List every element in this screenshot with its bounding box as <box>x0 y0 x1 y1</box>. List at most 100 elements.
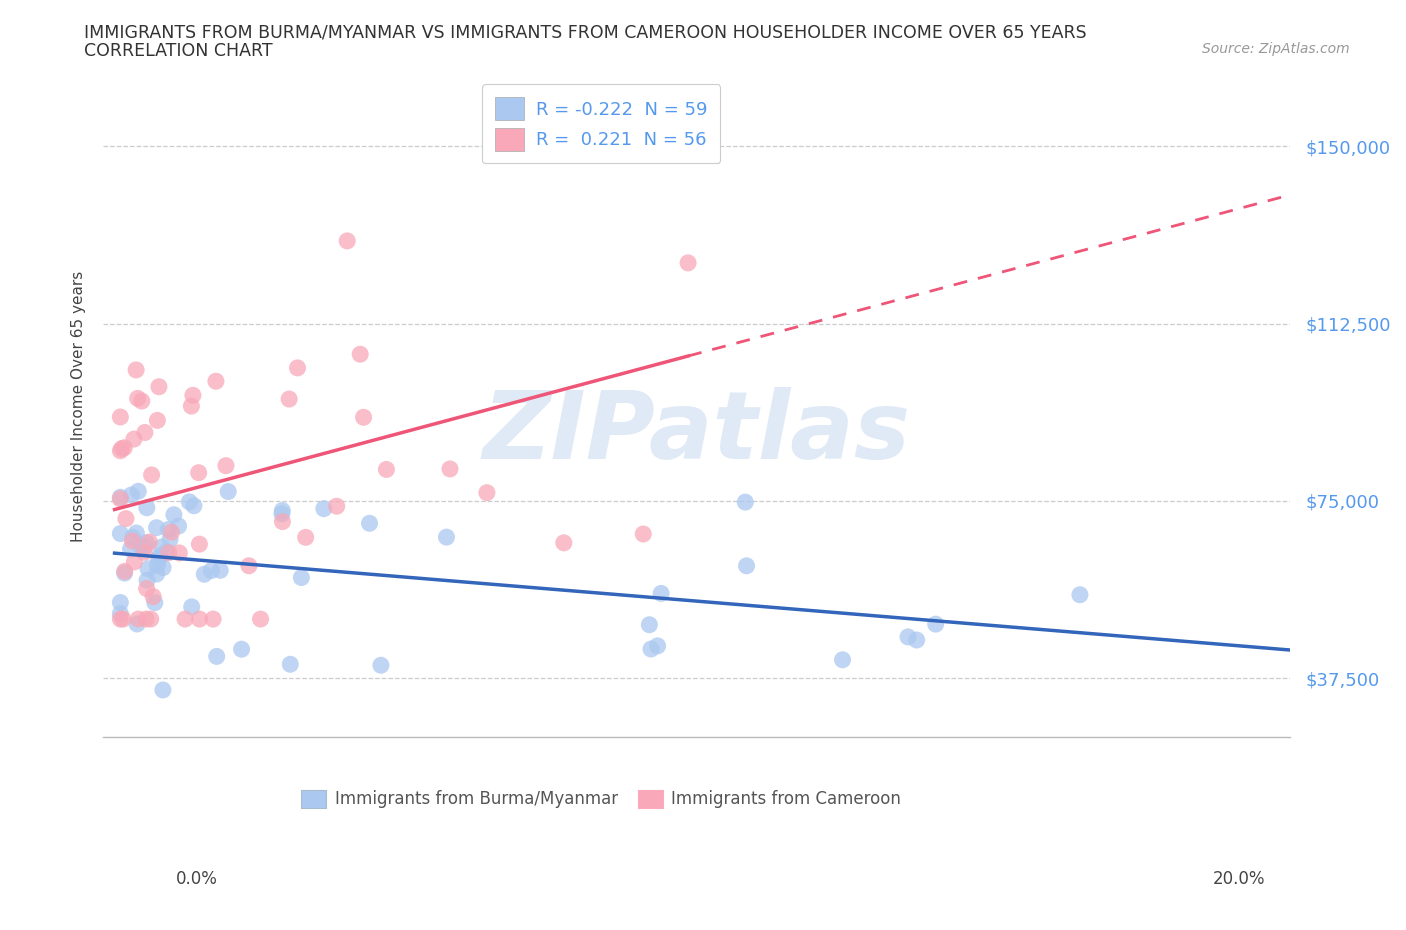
Point <box>127 612 149 627</box>
Point <box>650 586 672 601</box>
Point <box>160 525 183 539</box>
Point <box>142 590 165 604</box>
Point <box>131 393 153 408</box>
Point <box>188 537 211 551</box>
Point <box>336 233 359 248</box>
Point <box>163 507 186 522</box>
Point <box>110 444 132 458</box>
Point <box>110 490 132 505</box>
Point <box>146 413 169 428</box>
Point <box>353 410 375 425</box>
Point <box>633 526 655 541</box>
Point <box>120 487 142 502</box>
Point <box>148 379 170 394</box>
Point <box>676 256 699 271</box>
Point <box>138 535 160 550</box>
Point <box>294 530 316 545</box>
Text: ZIPatlas: ZIPatlas <box>482 387 910 479</box>
Point <box>217 485 239 499</box>
Point <box>188 612 211 627</box>
Point <box>134 539 156 554</box>
Point <box>202 612 225 627</box>
Point <box>734 495 756 510</box>
Point <box>290 570 312 585</box>
Point <box>183 498 205 513</box>
Point <box>640 642 662 657</box>
Text: 20.0%: 20.0% <box>1213 870 1265 887</box>
Point <box>349 347 371 362</box>
Point <box>271 503 294 518</box>
Point <box>127 484 149 498</box>
Point <box>359 516 381 531</box>
Legend: Immigrants from Burma/Myanmar, Immigrants from Cameroon: Immigrants from Burma/Myanmar, Immigrant… <box>295 783 908 815</box>
Point <box>370 658 392 672</box>
Point <box>180 600 202 615</box>
Point <box>110 491 132 506</box>
Point <box>135 581 157 596</box>
Text: CORRELATION CHART: CORRELATION CHART <box>84 42 273 60</box>
Point <box>231 642 253 657</box>
Point <box>278 657 301 671</box>
Point <box>111 612 134 627</box>
Point <box>124 554 146 569</box>
Point <box>157 545 180 560</box>
Point <box>205 649 228 664</box>
Point <box>135 536 157 551</box>
Point <box>1069 588 1091 603</box>
Point <box>139 612 162 627</box>
Text: Source: ZipAtlas.com: Source: ZipAtlas.com <box>1202 42 1350 56</box>
Point <box>110 409 132 424</box>
Point <box>174 612 197 627</box>
Point <box>110 612 132 627</box>
Text: IMMIGRANTS FROM BURMA/MYANMAR VS IMMIGRANTS FROM CAMEROON HOUSEHOLDER INCOME OVE: IMMIGRANTS FROM BURMA/MYANMAR VS IMMIGRA… <box>84 23 1087 41</box>
Point <box>129 540 152 555</box>
Point <box>375 462 398 477</box>
Point <box>215 458 238 473</box>
Point <box>135 612 157 627</box>
Point <box>125 363 148 378</box>
Point <box>167 519 190 534</box>
Point <box>110 595 132 610</box>
Point <box>136 562 159 577</box>
Point <box>114 564 136 578</box>
Point <box>180 399 202 414</box>
Point <box>897 630 920 644</box>
Point <box>141 468 163 483</box>
Point <box>271 514 294 529</box>
Point <box>238 558 260 573</box>
Point <box>249 612 271 627</box>
Point <box>135 500 157 515</box>
Point <box>112 440 135 455</box>
Point <box>115 512 138 526</box>
Point <box>181 388 204 403</box>
Point <box>278 392 301 406</box>
Point <box>136 573 159 588</box>
Point <box>208 20 231 35</box>
Point <box>436 530 458 545</box>
Point <box>110 606 132 621</box>
Point <box>159 532 181 547</box>
Point <box>110 526 132 541</box>
Point <box>169 546 191 561</box>
Point <box>149 549 172 564</box>
Point <box>905 632 928 647</box>
Point <box>475 485 498 500</box>
Point <box>145 520 167 535</box>
Point <box>205 374 228 389</box>
Text: 0.0%: 0.0% <box>176 870 218 887</box>
Point <box>209 563 232 578</box>
Point <box>152 683 174 698</box>
Point <box>120 541 142 556</box>
Point <box>312 501 335 516</box>
Point <box>499 139 522 153</box>
Point <box>127 617 149 631</box>
Point <box>439 461 461 476</box>
Point <box>200 563 222 578</box>
Point <box>187 465 209 480</box>
Point <box>271 507 294 522</box>
Y-axis label: Householder Income Over 65 years: Householder Income Over 65 years <box>72 271 86 542</box>
Point <box>553 536 575 551</box>
Point <box>831 652 853 667</box>
Point <box>121 530 143 545</box>
Point <box>193 566 215 581</box>
